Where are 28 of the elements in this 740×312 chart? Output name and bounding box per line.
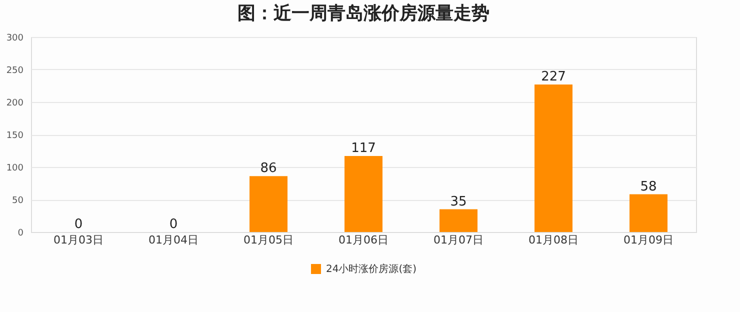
data-label: 117 [351, 140, 376, 156]
x-tick-label: 01月07日 [434, 234, 484, 246]
y-tick-label: 150 [6, 131, 24, 141]
bar [344, 156, 382, 232]
x-tick-label: 01月09日 [624, 234, 674, 246]
bar [440, 209, 478, 232]
data-label: 58 [640, 179, 657, 194]
y-tick-label: 250 [6, 66, 24, 76]
data-label: 35 [450, 194, 467, 210]
bar [534, 84, 572, 232]
x-tick-label: 01月05日 [244, 234, 294, 246]
data-label: 0 [169, 217, 178, 232]
y-tick-label: 50 [12, 196, 24, 206]
y-tick-label: 200 [6, 98, 24, 108]
y-tick-label: 300 [6, 34, 24, 44]
y-tick-label: 0 [18, 228, 24, 238]
bar [630, 194, 668, 232]
x-tick-label: 01月04日 [148, 234, 198, 246]
bar [250, 176, 288, 232]
y-tick-label: 100 [6, 164, 24, 174]
x-tick-label: 01月03日 [54, 234, 104, 246]
x-tick-label: 01月08日 [528, 234, 578, 246]
data-label: 86 [260, 161, 277, 176]
x-tick-label: 01月06日 [338, 234, 388, 246]
data-label: 227 [541, 69, 566, 84]
chart-title: 图：近一周青岛涨价房源量走势 [238, 3, 490, 24]
legend-label: 24小时涨价房源(套) [326, 263, 417, 275]
data-label: 0 [74, 217, 83, 232]
